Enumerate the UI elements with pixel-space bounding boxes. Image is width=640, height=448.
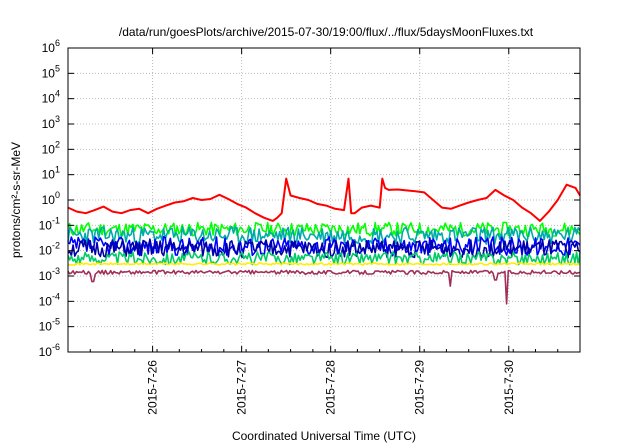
- y-tick-label: 106: [42, 38, 60, 55]
- y-tick-label: 10-5: [39, 317, 60, 334]
- x-tick-label: 2015-7-28: [324, 360, 338, 415]
- y-tick-label: 101: [42, 165, 60, 182]
- y-tick-label: 10-4: [39, 291, 60, 308]
- grid: [68, 48, 580, 352]
- x-axis-label: Coordinated Universal Time (UTC): [232, 429, 416, 443]
- y-tick-label: 104: [42, 89, 60, 106]
- x-tick-label: 2015-7-27: [235, 360, 249, 415]
- y-tick-label: 10-3: [39, 266, 60, 283]
- y-axis-label: protons/cm²-s-sr-MeV: [9, 142, 23, 258]
- series-line: [67, 177, 581, 222]
- chart-title: /data/run/goesPlots/archive/2015-07-30/1…: [119, 25, 534, 39]
- y-tick-label: 105: [42, 63, 60, 80]
- y-tick-label: 10-2: [39, 241, 60, 258]
- series-group: [67, 177, 581, 305]
- y-tick-label: 10-1: [39, 215, 60, 232]
- axes: 10-6 10-5 10-4 10-3 10-2 10-1 100 101 102 103 104 1…: [39, 38, 581, 415]
- series-line: [67, 221, 581, 237]
- x-tick-label: 2015-7-30: [502, 360, 516, 415]
- series-line: [67, 225, 581, 245]
- x-tick-label: 2015-7-29: [413, 360, 427, 415]
- y-tick-label: 102: [42, 139, 60, 156]
- series-line: [67, 269, 581, 305]
- y-tick-label: 100: [42, 190, 60, 207]
- y-tick-label: 103: [42, 114, 60, 131]
- y-tick-label: 10-6: [39, 342, 60, 359]
- x-tick-label: 2015-7-26: [146, 360, 160, 415]
- series-line: [67, 239, 581, 259]
- series-line: [68, 262, 581, 266]
